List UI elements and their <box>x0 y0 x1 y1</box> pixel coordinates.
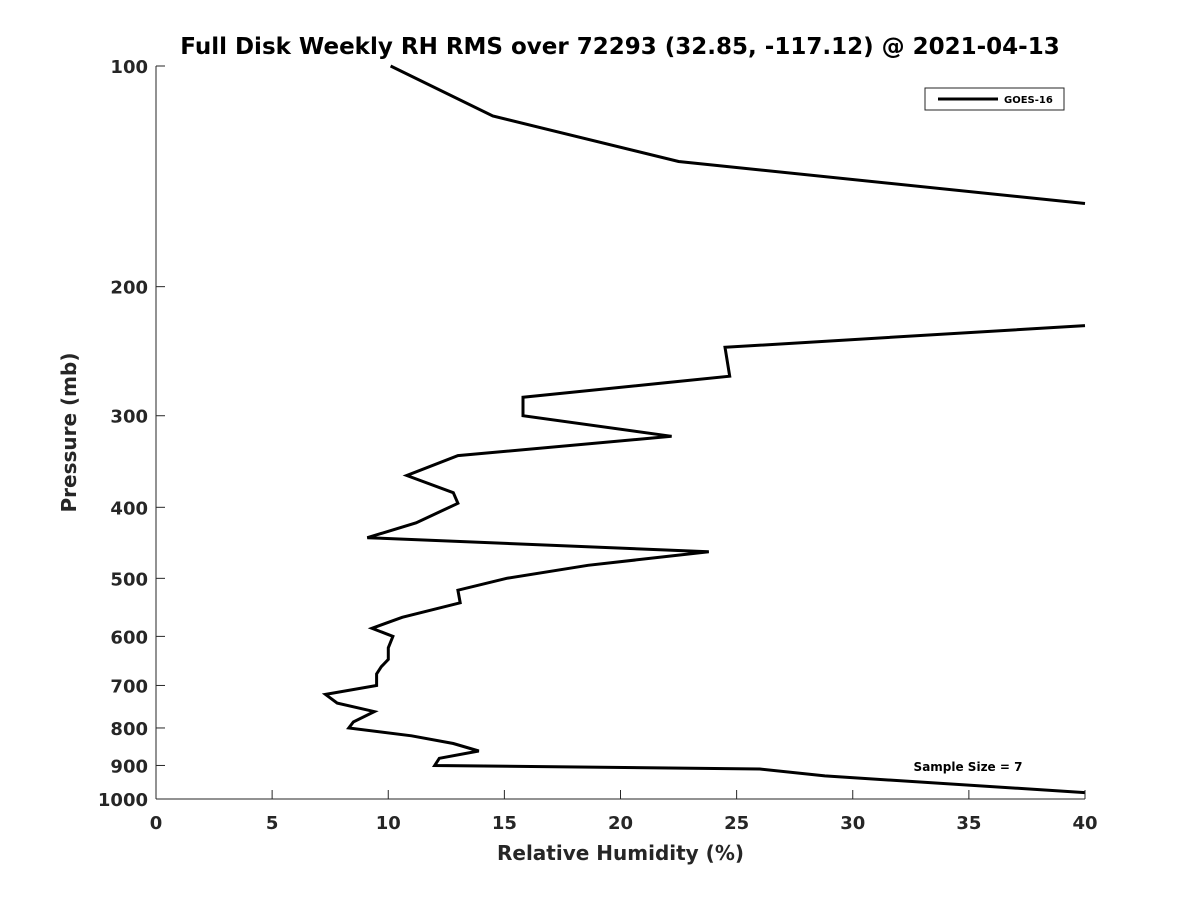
x-tick-label: 30 <box>840 813 865 834</box>
y-tick-label: 1000 <box>98 790 148 811</box>
x-tick-label: 20 <box>608 813 633 834</box>
legend: GOES-16 <box>924 87 1065 111</box>
sample-size-annotation: Sample Size = 7 <box>914 760 1023 774</box>
y-axis-label: Pressure (mb) <box>57 353 81 513</box>
y-tick-label: 200 <box>110 278 148 299</box>
x-axis: 0 5 10 15 20 25 30 35 40 <box>150 790 1098 834</box>
x-tick-label: 15 <box>492 813 517 834</box>
x-axis-label: Relative Humidity (%) <box>497 841 744 865</box>
series-layer <box>321 64 1086 795</box>
x-tick-label: 5 <box>266 813 279 834</box>
plot-background <box>156 66 1085 799</box>
y-tick-label: 100 <box>110 57 148 78</box>
y-tick-label: 900 <box>110 756 148 777</box>
chart-title: Full Disk Weekly RH RMS over 72293 (32.8… <box>180 34 1059 60</box>
x-tick-label: 35 <box>956 813 981 834</box>
series-line-segment <box>321 324 1086 795</box>
x-tick-label: 0 <box>150 813 163 834</box>
legend-entry: GOES-16 <box>1004 95 1053 106</box>
y-tick-label: 600 <box>110 627 148 648</box>
x-tick-label: 40 <box>1072 813 1097 834</box>
x-tick-label: 25 <box>724 813 749 834</box>
y-tick-label: 800 <box>110 719 148 740</box>
series-line-segment <box>389 64 1086 205</box>
y-tick-label: 500 <box>110 569 148 590</box>
x-tick-label: 10 <box>376 813 401 834</box>
plot-area: 0 5 10 15 20 25 30 35 40 100 200 300 400 500 600 700 80… <box>98 57 1098 834</box>
y-axis: 100 200 300 400 500 600 700 800 900 1000 <box>98 57 165 811</box>
y-tick-label: 400 <box>110 498 148 519</box>
y-tick-label: 700 <box>110 676 148 697</box>
y-tick-label: 300 <box>110 407 148 428</box>
